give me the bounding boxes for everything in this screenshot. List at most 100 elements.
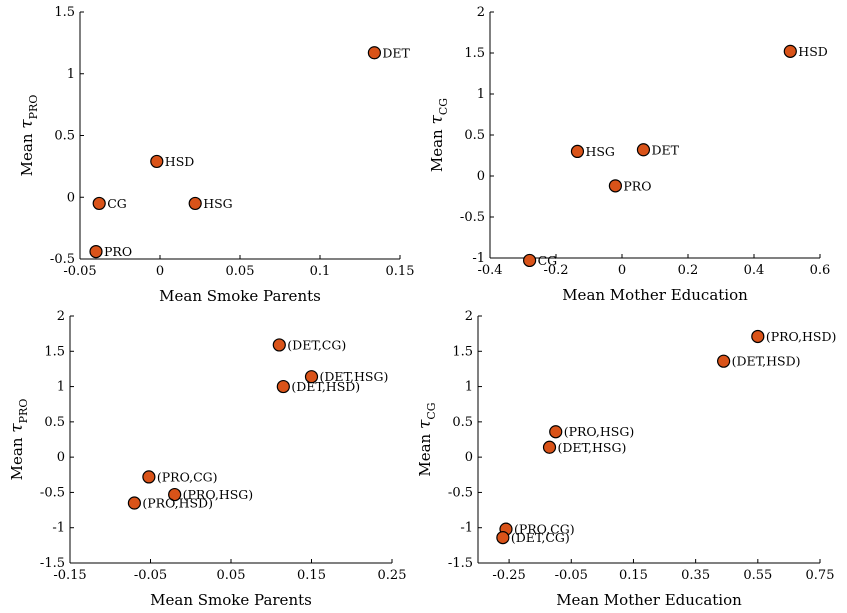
y-axis-label-symbol: τ bbox=[415, 419, 435, 429]
data-point bbox=[276, 379, 290, 394]
y-axis-label: Mean τPRO bbox=[17, 95, 40, 177]
x-tick-label: 0.05 bbox=[217, 568, 246, 583]
y-axis-label-text: Mean bbox=[8, 433, 26, 481]
x-axis-label: Mean Smoke Parents bbox=[150, 591, 312, 609]
point-label: (PRO,HSD) bbox=[142, 496, 213, 511]
data-point bbox=[367, 46, 381, 60]
y-tick-label: 1 bbox=[477, 87, 485, 102]
point-label: DET bbox=[382, 45, 410, 60]
data-point bbox=[272, 338, 286, 352]
y-axis-label-symbol: τ bbox=[427, 115, 447, 125]
x-tick-label: -0.25 bbox=[492, 568, 525, 583]
x-tick-label: -0.05 bbox=[555, 568, 588, 583]
x-tick-label: 0.35 bbox=[681, 568, 710, 583]
y-tick-label: 1.5 bbox=[54, 5, 75, 20]
y-tick-label: -1.5 bbox=[448, 556, 473, 571]
y-axis-label: Mean τPRO bbox=[7, 399, 30, 481]
x-tick-label: 0.6 bbox=[810, 263, 831, 278]
x-tick-label: 0 bbox=[618, 263, 626, 278]
chart-panel-3: -0.15 -0.05 0.05 0.15 0.25 -1.5 -1 -0.5 0 0.5 1 1.5… bbox=[7, 309, 406, 609]
data-point bbox=[522, 253, 537, 268]
y-tick-label: 0 bbox=[477, 169, 485, 184]
x-tick-label: 0.25 bbox=[378, 568, 407, 583]
y-tick-label: 1 bbox=[465, 380, 473, 395]
point-label: (DET,CG) bbox=[287, 337, 346, 352]
point-label: HSD bbox=[798, 44, 828, 59]
y-axis-label-text: Mean bbox=[428, 125, 446, 173]
data-point bbox=[304, 370, 319, 384]
point-label: (PRO,HSD) bbox=[766, 329, 837, 344]
point-label: CG bbox=[538, 253, 558, 268]
data-point bbox=[783, 44, 797, 58]
data-point bbox=[549, 425, 563, 439]
x-tick-label: 0.05 bbox=[226, 264, 255, 279]
y-tick-label: -1 bbox=[472, 251, 485, 266]
x-tick-label: 0.75 bbox=[806, 568, 835, 583]
x-tick-label: 0.4 bbox=[744, 263, 765, 278]
x-tick-label: -0.4 bbox=[477, 263, 502, 278]
x-tick-label: -0.15 bbox=[53, 568, 86, 583]
point-label: PRO bbox=[104, 244, 132, 259]
y-tick-label: 1.5 bbox=[452, 344, 473, 359]
data-point bbox=[89, 244, 103, 259]
point-label: (DET,HSD) bbox=[732, 354, 801, 369]
y-tick-label: 2 bbox=[465, 309, 473, 324]
x-axis-label: Mean Smoke Parents bbox=[159, 287, 321, 305]
x-axis-label: Mean Mother Education bbox=[556, 591, 742, 609]
y-tick-label: -0.5 bbox=[460, 210, 485, 225]
y-axis-label-symbol: τ bbox=[7, 423, 27, 433]
point-label: DET bbox=[651, 142, 679, 157]
y-tick-label: 1 bbox=[57, 380, 65, 395]
chart-panel-4: -0.25 -0.05 0.15 0.35 0.55 0.75 -1.5 -1 -0.5 0 0.5… bbox=[415, 309, 836, 609]
data-point bbox=[150, 154, 164, 169]
y-axis-label-text: Mean bbox=[416, 429, 434, 477]
y-tick-label: 2 bbox=[477, 5, 485, 20]
x-tick-label: 0.15 bbox=[619, 568, 648, 583]
y-tick-label: -1 bbox=[52, 521, 65, 536]
y-axis-label-subscript: CG bbox=[437, 98, 450, 115]
point-label: HSG bbox=[585, 144, 614, 159]
x-tick-label: -0.05 bbox=[134, 568, 167, 583]
x-tick-label: -0.05 bbox=[63, 264, 96, 279]
y-axis-label-text: Mean bbox=[18, 129, 36, 177]
point-label: (PRO,CG) bbox=[514, 522, 575, 537]
y-tick-label: -0.5 bbox=[448, 485, 473, 500]
y-tick-label: -1 bbox=[460, 521, 473, 536]
y-axis-label: Mean τCG bbox=[427, 98, 450, 172]
point-label: HSD bbox=[165, 154, 195, 169]
point-label: (DET,CG) bbox=[511, 530, 570, 545]
point-label: (DET,HSG) bbox=[558, 440, 627, 455]
point-label: (PRO,HSG) bbox=[564, 424, 635, 439]
y-axis-label: Mean τCG bbox=[415, 402, 438, 476]
y-tick-label: 1.5 bbox=[44, 344, 65, 359]
data-point bbox=[608, 179, 623, 193]
data-point bbox=[142, 470, 156, 484]
y-tick-label: -0.5 bbox=[50, 252, 75, 267]
data-point bbox=[542, 440, 557, 454]
x-tick-label: 0.55 bbox=[743, 568, 772, 583]
x-tick-label: 0 bbox=[156, 264, 164, 279]
point-label: (DET,HSD) bbox=[291, 379, 360, 394]
chart-panel-2: -0.4 -0.2 0 0.2 0.4 0.6 -1 -0.5 0 0.5 1 1.5 2 Mean Mo… bbox=[427, 5, 830, 304]
data-point bbox=[751, 329, 765, 344]
y-tick-label: 0.5 bbox=[44, 415, 65, 430]
y-tick-label: -1.5 bbox=[40, 556, 65, 571]
x-tick-label: 0.15 bbox=[297, 568, 326, 583]
chart-panel-1: -0.05 0 0.05 0.1 0.15 -0.5 0 0.5 1 1.5 Mean Smoke … bbox=[17, 5, 414, 305]
y-tick-label: 0 bbox=[465, 450, 473, 465]
y-axis-label-subscript: CG bbox=[425, 402, 438, 419]
y-axis-label-subscript: PRO bbox=[27, 95, 40, 120]
point-label: HSG bbox=[203, 196, 232, 211]
x-tick-label: -0.2 bbox=[543, 263, 568, 278]
y-tick-label: -0.5 bbox=[40, 485, 65, 500]
y-tick-label: 1.5 bbox=[464, 46, 485, 61]
y-tick-label: 0.5 bbox=[54, 129, 75, 144]
point-label: (PRO,HSG) bbox=[183, 487, 254, 502]
data-point bbox=[168, 487, 182, 502]
data-point bbox=[188, 196, 202, 211]
y-tick-label: 0.5 bbox=[452, 415, 473, 430]
y-tick-label: 0.5 bbox=[464, 128, 485, 143]
point-label: (PRO,CG) bbox=[157, 469, 218, 484]
y-tick-label: 0 bbox=[57, 450, 65, 465]
